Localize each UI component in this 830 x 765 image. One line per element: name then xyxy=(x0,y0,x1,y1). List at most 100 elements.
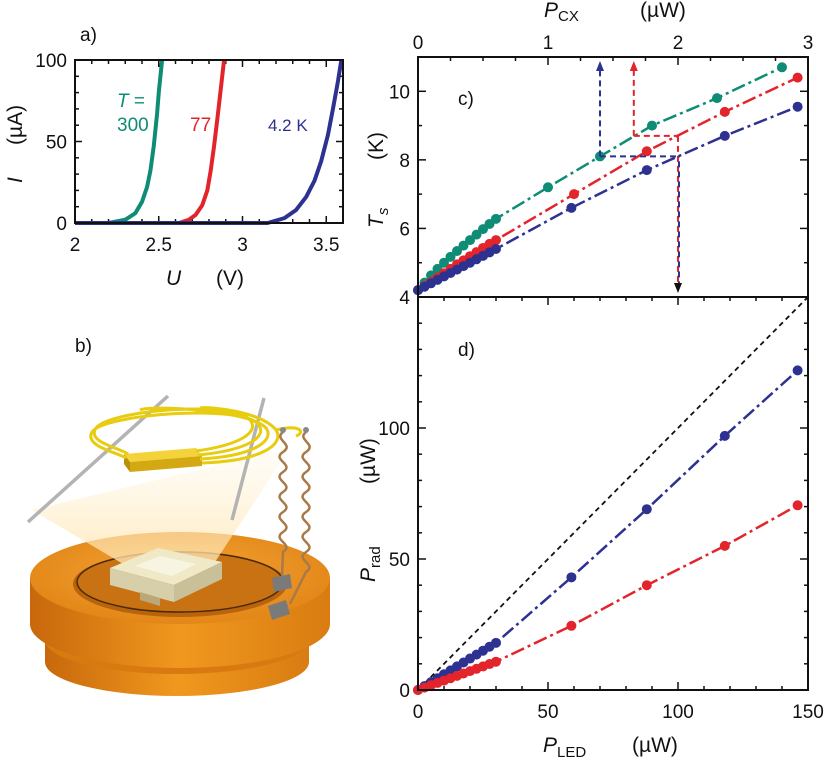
panel-a-label: a) xyxy=(80,25,97,46)
panel-d-label: d) xyxy=(458,340,475,361)
panel-c-data-point xyxy=(569,189,579,200)
panel-d-series-group xyxy=(413,365,803,695)
panel-a-iv-chart: 2 2.5 3 3.5 0 50 100 a) T = 300 77 4.2 K U (V)… xyxy=(4,25,344,290)
panel-c-data-point xyxy=(491,235,501,246)
panel-a-annotation-300: 300 xyxy=(117,115,149,136)
panel-c-data-point xyxy=(777,62,787,73)
panel-c-ytick-label: 10 xyxy=(389,82,410,103)
coil-terminal-right xyxy=(303,427,309,433)
panel-d-series-line xyxy=(417,369,799,692)
panel-c-ytick-label: 8 xyxy=(399,151,410,172)
panel-c-data-point xyxy=(641,146,652,157)
panel-a-xtick-label: 2 xyxy=(70,235,81,256)
coil-terminal-left xyxy=(280,427,286,433)
panel-c-ytick-label: 6 xyxy=(399,219,410,240)
panel-d-xunit: (µW) xyxy=(632,734,678,757)
panel-a-annotation-4k: 4.2 K xyxy=(268,116,308,135)
panel-d-tick-labels: 0 50 100 150 0 50 100 xyxy=(378,419,824,723)
panel-a-annotation-T: T = xyxy=(117,91,145,112)
panel-d-series-line xyxy=(417,504,799,692)
panel-d-xtick-label: 100 xyxy=(662,702,694,723)
panel-c-data-point xyxy=(491,213,501,224)
bolometer-chip xyxy=(124,448,202,472)
panel-d-data-point xyxy=(719,540,730,551)
panel-c-arrowhead xyxy=(674,283,682,293)
panel-a-xlabel: U xyxy=(166,267,182,290)
panel-a-xtick-label: 3 xyxy=(237,235,248,256)
panel-c-data-point xyxy=(543,182,553,193)
panel-c-data-point xyxy=(719,130,730,141)
led-chip xyxy=(110,548,222,606)
panel-d-frame xyxy=(417,296,809,691)
panel-d-data-point xyxy=(792,500,803,511)
panel-d-data-point xyxy=(491,637,501,648)
panel-d-data-point xyxy=(566,620,577,631)
panel-c-tick-labels: 0 1 2 3 4 6 8 10 xyxy=(389,33,813,309)
panel-c-xtick-label: 3 xyxy=(803,33,814,54)
panel-c-data-point xyxy=(647,120,657,131)
panel-a-frame xyxy=(74,59,344,224)
light-beam xyxy=(32,448,290,574)
panel-d-ytick-label: 0 xyxy=(399,681,410,702)
panel-a-iv-curve-77 xyxy=(75,59,227,225)
panel-c-data-point xyxy=(566,202,577,213)
panel-c-series-group xyxy=(413,62,803,296)
panel-d-ytick-label: 50 xyxy=(389,550,410,571)
panel-c-ytick-label: 4 xyxy=(399,288,410,309)
panel-a-tick-labels: 2 2.5 3 3.5 0 50 100 xyxy=(35,51,339,256)
panel-d-yunit: (µW) xyxy=(357,438,380,484)
panel-c-data-point xyxy=(712,93,722,104)
panel-a-xunit: (V) xyxy=(216,267,244,290)
panel-a-ytick-label: 0 xyxy=(56,214,67,235)
panel-c-xunit: (µW) xyxy=(640,0,686,22)
panel-c-data-point xyxy=(439,257,449,268)
contact-pad-1 xyxy=(272,574,292,592)
panel-b-label: b) xyxy=(75,336,92,357)
panel-a-ytick-label: 50 xyxy=(46,133,67,154)
panel-d-ylabel: Prad xyxy=(357,546,384,582)
panel-d-data-point xyxy=(719,430,730,441)
panel-a-ylabel: I xyxy=(4,177,27,183)
panel-d-data-point xyxy=(566,572,577,583)
panel-a-xtick-label: 2.5 xyxy=(146,235,172,256)
panel-d-reference-line xyxy=(417,296,809,691)
panel-d-xtick-label: 150 xyxy=(792,702,824,723)
panel-c-data-point xyxy=(792,101,803,112)
panel-d-ytick-label: 100 xyxy=(378,419,410,440)
panel-c-data-point xyxy=(491,244,501,254)
panel-d-radiated-power-chart: 0 50 100 150 0 50 100 d) PLED (µW) Prad (µW) xyxy=(357,296,824,761)
panel-c-temperature-chart: 0 1 2 3 4 6 8 10 c) PCX (µW) Ts (K) xyxy=(365,0,813,309)
panel-c-xlabel: PCX xyxy=(544,0,579,25)
contact-pad-2 xyxy=(268,600,290,620)
panel-c-xtick-label: 1 xyxy=(543,33,554,54)
panel-c-xtick-label: 2 xyxy=(673,33,684,54)
panel-a-iv-curve-42K xyxy=(75,59,344,225)
panel-a-iv-curve-300 xyxy=(75,59,165,225)
panel-a-ytick-label: 100 xyxy=(35,51,67,72)
panel-d-xlabel: PLED xyxy=(543,734,586,761)
panel-c-arrowhead xyxy=(596,61,604,71)
panel-a-series-group xyxy=(75,59,344,225)
panel-c-data-point xyxy=(641,165,652,176)
panel-d-data-point xyxy=(792,365,803,376)
panel-b-illustration: b) xyxy=(26,336,330,696)
panel-a-xtick-label: 3.5 xyxy=(313,235,339,256)
panel-a-annotation-77: 77 xyxy=(190,115,211,136)
panel-c-label: c) xyxy=(458,89,474,110)
panel-d-xtick-label: 50 xyxy=(537,702,558,723)
panel-d-data-point xyxy=(491,656,501,667)
panel-c-data-point xyxy=(792,72,803,83)
panel-c-data-point xyxy=(445,251,456,262)
panel-d-xtick-label: 0 xyxy=(413,702,424,723)
panel-d-data-point xyxy=(641,504,652,515)
panel-c-data-point xyxy=(719,106,730,117)
panel-c-yunit: (K) xyxy=(365,132,388,160)
panel-c-arrowhead xyxy=(629,61,638,71)
bolometer-wires xyxy=(89,406,302,465)
panel-c-ylabel: Ts xyxy=(365,207,392,228)
panel-c-xtick-label: 0 xyxy=(413,33,424,54)
led-coil-wires xyxy=(278,431,311,605)
panel-a-yunit: (µA) xyxy=(4,105,27,145)
panel-d-data-point xyxy=(641,580,652,591)
